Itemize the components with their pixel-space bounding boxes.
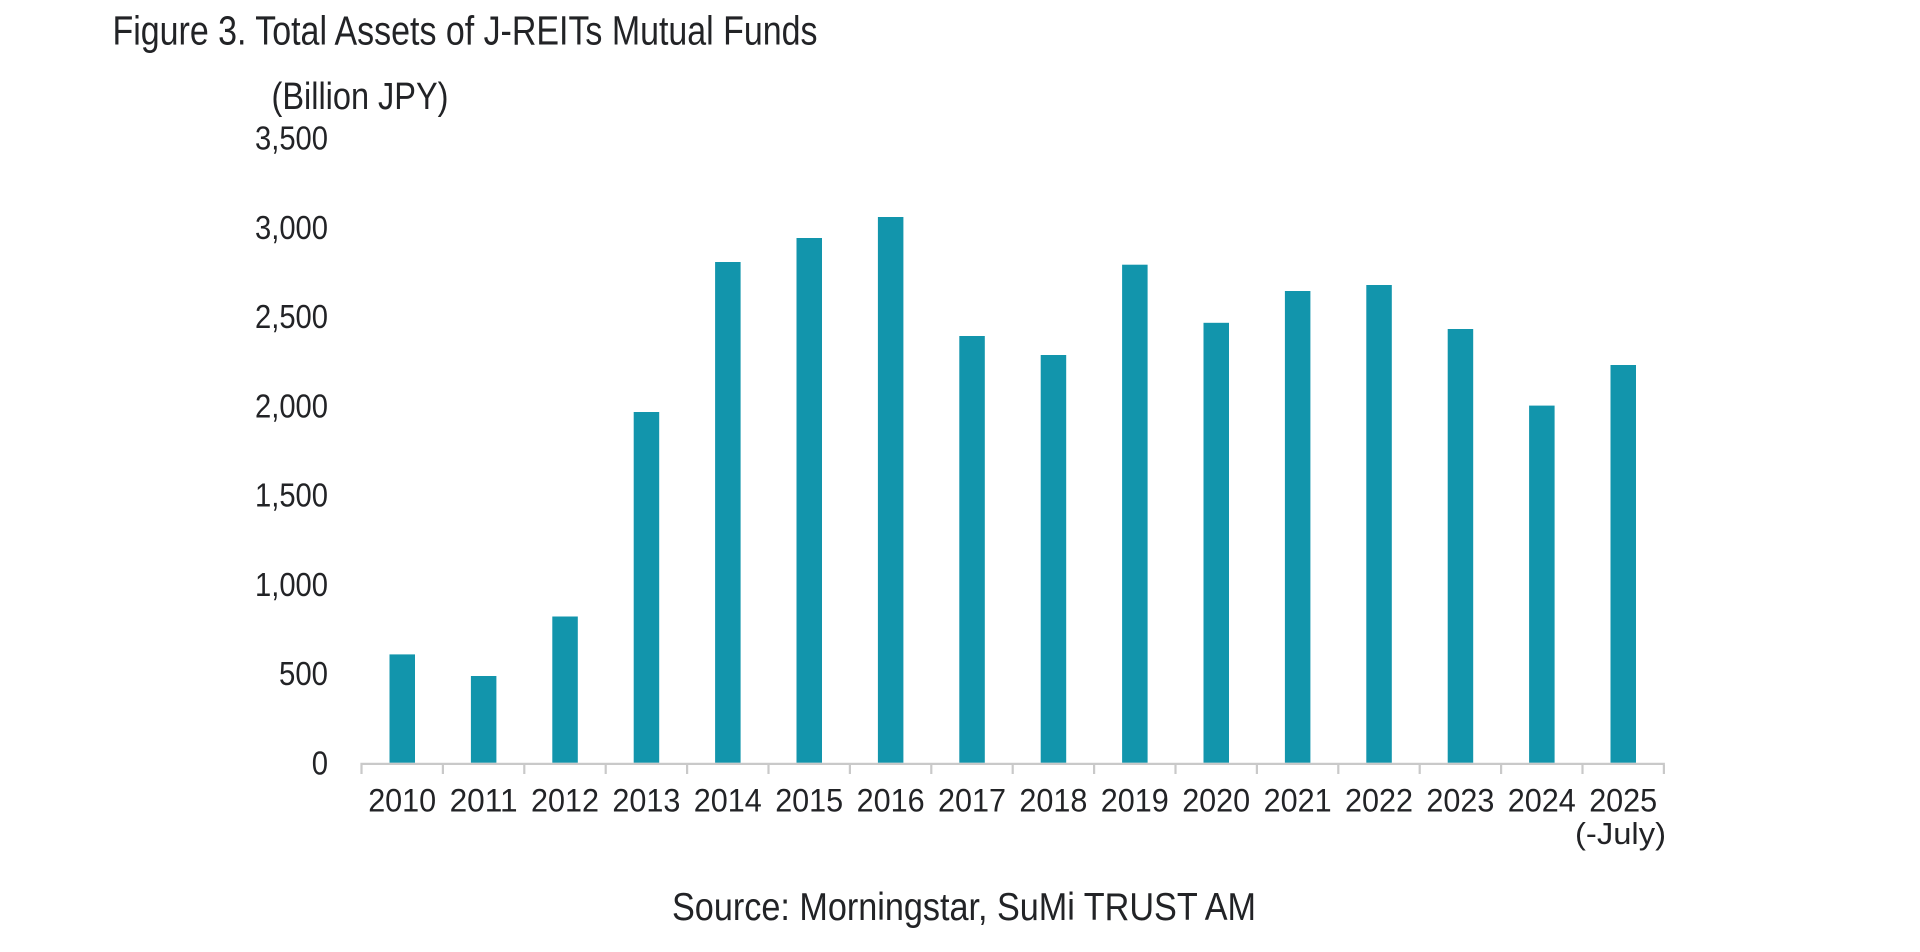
svg-text:2012: 2012 [531,783,599,819]
svg-text:500: 500 [279,656,328,693]
svg-text:3,000: 3,000 [255,210,328,247]
svg-text:2019: 2019 [1101,783,1169,819]
svg-text:2023: 2023 [1426,783,1494,819]
svg-text:2024: 2024 [1508,783,1576,819]
svg-text:2018: 2018 [1019,783,1087,819]
svg-text:3,500: 3,500 [255,121,328,158]
svg-text:2010: 2010 [368,783,436,819]
svg-text:2011: 2011 [450,783,518,819]
svg-text:1,000: 1,000 [255,567,328,604]
svg-text:(Billion JPY): (Billion JPY) [272,76,449,118]
svg-text:2022: 2022 [1345,783,1413,819]
svg-text:Figure 3. Total Assets of J-RE: Figure 3. Total Assets of J-REITs Mutual… [113,7,818,53]
svg-text:2013: 2013 [612,783,680,819]
svg-text:(-July): (-July) [1575,816,1666,851]
svg-text:2021: 2021 [1264,783,1332,819]
svg-text:2020: 2020 [1182,783,1250,819]
svg-text:2016: 2016 [857,783,925,819]
svg-text:2,000: 2,000 [255,389,328,426]
svg-text:2014: 2014 [694,783,762,819]
svg-text:0: 0 [312,746,328,783]
svg-text:2015: 2015 [775,783,843,819]
svg-text:2025: 2025 [1589,783,1657,819]
svg-text:2,500: 2,500 [255,299,328,336]
svg-text:Source: Morningstar, SuMi TRUS: Source: Morningstar, SuMi TRUST AM [672,886,1256,929]
svg-text:1,500: 1,500 [255,478,328,515]
svg-text:2017: 2017 [938,783,1006,819]
